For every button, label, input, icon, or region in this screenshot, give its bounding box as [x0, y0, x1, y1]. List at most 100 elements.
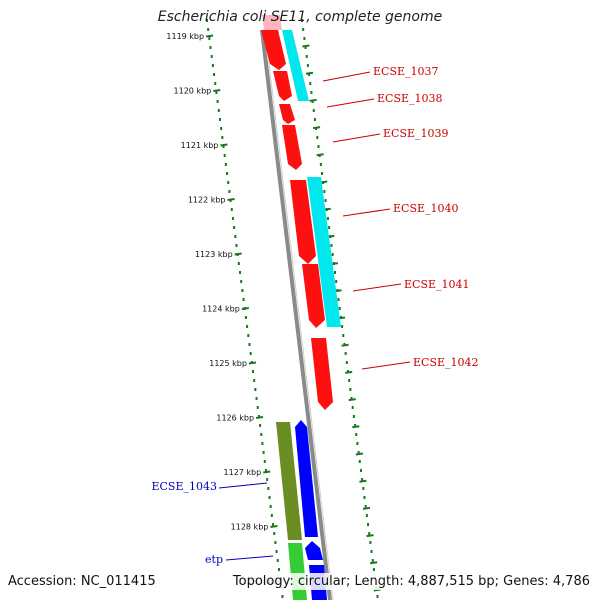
scale-tick [362, 506, 371, 510]
scale-tick [270, 525, 278, 528]
scale-dot [306, 64, 309, 67]
scale-dot [251, 370, 254, 373]
scale-tick [234, 252, 242, 256]
label-leader [322, 71, 371, 82]
scale-dot [206, 19, 208, 22]
gene-label-ecse-1040[interactable]: ECSE_1040 [393, 202, 459, 215]
red-gene-arrow[interactable] [273, 71, 292, 101]
red-gene-arrow[interactable] [279, 104, 295, 124]
olive-gene[interactable] [276, 422, 302, 540]
scale-tick [255, 416, 264, 419]
label-leader [342, 208, 391, 217]
red-gene-arrow[interactable] [302, 264, 325, 328]
gene-label-ecse-1039[interactable]: ECSE_1039 [383, 127, 449, 140]
scale-dot [316, 136, 319, 139]
scale-tick [305, 71, 314, 75]
scale-dot [254, 388, 257, 391]
scale-tick [348, 398, 356, 402]
scale-dot [223, 154, 226, 157]
scale-dot [344, 352, 347, 355]
cyan-gene[interactable] [307, 177, 341, 327]
gene-label-ecse-1043[interactable]: ECSE_1043 [151, 480, 217, 493]
gene-label-etp[interactable]: etp [205, 553, 223, 566]
scale-dot [312, 109, 315, 112]
red-gene-arrow[interactable] [282, 125, 302, 170]
red-gene-arrow[interactable] [290, 180, 316, 264]
red-gene-arrow[interactable] [311, 338, 333, 410]
scale-dot [207, 28, 210, 31]
scale-dot [302, 28, 305, 31]
scale-tick [355, 452, 364, 456]
label-leader [326, 98, 375, 108]
scale-dot [208, 37, 211, 40]
scale-tick [263, 470, 271, 474]
cyan-gene[interactable] [282, 30, 309, 101]
scale-dot [364, 505, 367, 508]
scale-dot [370, 550, 373, 553]
scale-dot [358, 460, 361, 463]
scale-dot [262, 451, 265, 454]
scale-dot [247, 334, 250, 337]
scale-dot [218, 118, 221, 121]
scale-dot [253, 379, 256, 382]
scale-dot [215, 91, 218, 94]
gene-labels-right: ECSE_1037 ECSE_1038 ECSE_1039 ECSE_1040 … [322, 65, 479, 370]
scale-dot [211, 64, 214, 67]
scale-dot [222, 145, 225, 148]
blue-gene-arrow[interactable] [305, 541, 323, 560]
scale-dot [323, 190, 326, 193]
scale-dot [273, 532, 276, 535]
gene-label-ecse-1041[interactable]: ECSE_1041 [404, 278, 470, 291]
scale-dot [224, 163, 227, 166]
pink-gene[interactable] [262, 15, 282, 30]
scale-dot [365, 514, 368, 517]
scale-tick [220, 143, 228, 147]
scale-dot [259, 424, 262, 427]
scale-dot [239, 271, 242, 274]
scale-dot [342, 334, 345, 337]
scale-dot [372, 568, 375, 571]
scale-tick [205, 34, 214, 38]
scale-dot [317, 145, 320, 148]
scale-dot [237, 262, 240, 265]
scale-dot [240, 280, 243, 283]
scale-dot [368, 532, 371, 535]
scale-tick [302, 44, 310, 48]
gene-label-ecse-1038[interactable]: ECSE_1038 [377, 92, 443, 105]
gene-label-ecse-1037[interactable]: ECSE_1037 [373, 65, 439, 78]
blue-gene-arrow[interactable] [295, 420, 318, 537]
red-gene-arrow[interactable] [261, 30, 286, 70]
scale-tick [227, 198, 235, 201]
backbone-inner [264, 29, 334, 600]
scale-dot [209, 46, 212, 49]
scale-dot [263, 460, 266, 463]
scale-dot [242, 298, 245, 301]
scale-dot [304, 46, 307, 49]
green-gene[interactable] [288, 543, 307, 600]
scale-dot [272, 523, 275, 526]
scale-dot [376, 595, 379, 598]
scale-dot [214, 82, 217, 85]
scale-dot [362, 487, 365, 490]
scale-dot [266, 478, 269, 481]
scale-dot [359, 469, 362, 472]
scale-label: 1120 kbp [174, 87, 212, 96]
label-leader [352, 283, 402, 292]
scale-dot [261, 442, 264, 445]
scale-dot [227, 181, 230, 184]
scale-dot [308, 73, 311, 76]
scale-dot [350, 397, 353, 400]
scale-tick [352, 425, 360, 429]
scale-dot [220, 127, 223, 130]
scale-label: 1128 kbp [231, 523, 269, 532]
scale-dot [221, 136, 224, 139]
scale-dot [301, 19, 303, 22]
scale-dot [309, 82, 312, 85]
scale-dot [216, 100, 219, 103]
scale-dot [331, 253, 334, 256]
scale-tick [369, 561, 378, 565]
cyan-genes [282, 30, 341, 327]
map-title: Escherichia coli SE11, complete genome [157, 9, 443, 25]
gene-label-ecse-1042[interactable]: ECSE_1042 [413, 356, 479, 369]
